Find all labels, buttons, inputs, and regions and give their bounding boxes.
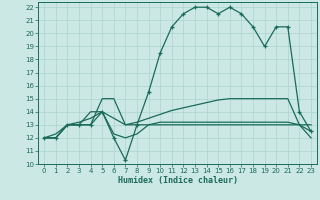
X-axis label: Humidex (Indice chaleur): Humidex (Indice chaleur) <box>118 176 238 185</box>
